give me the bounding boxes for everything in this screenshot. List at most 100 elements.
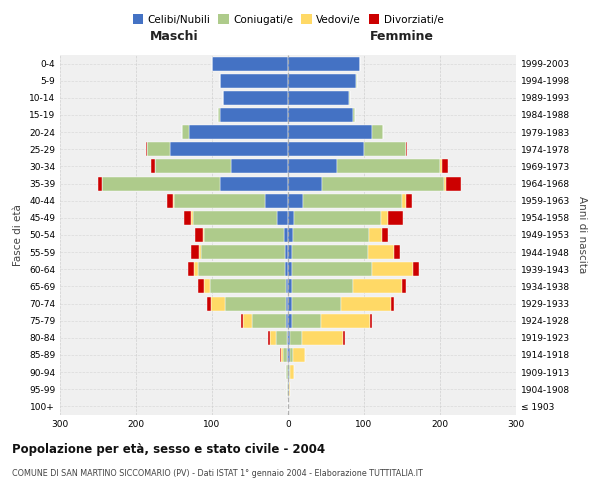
Bar <box>197 280 203 293</box>
Bar <box>337 160 440 173</box>
Bar <box>286 365 288 379</box>
Bar <box>288 262 292 276</box>
Bar <box>402 280 406 293</box>
Bar <box>294 211 382 225</box>
Bar <box>203 228 205 242</box>
Bar <box>223 91 288 105</box>
Bar <box>167 194 173 207</box>
Bar <box>406 194 412 207</box>
Bar <box>288 194 303 207</box>
Bar <box>371 262 413 276</box>
Bar <box>444 176 446 190</box>
Bar <box>368 245 394 259</box>
Bar <box>288 245 292 259</box>
Bar <box>288 91 349 105</box>
Bar <box>303 194 402 207</box>
Bar <box>194 262 197 276</box>
Bar <box>288 314 292 328</box>
Bar <box>288 331 290 345</box>
Bar <box>287 348 288 362</box>
Bar <box>151 160 155 173</box>
Bar <box>288 228 293 242</box>
Bar <box>370 314 373 328</box>
Text: COMUNE DI SAN MARTINO SICCOMARIO (PV) - Dati ISTAT 1° gennaio 2004 - Elaborazion: COMUNE DI SAN MARTINO SICCOMARIO (PV) - … <box>12 469 423 478</box>
Bar <box>292 245 368 259</box>
Bar <box>287 382 288 396</box>
Bar <box>195 228 203 242</box>
Bar <box>289 365 290 379</box>
Text: Femmine: Femmine <box>370 30 434 43</box>
Text: Popolazione per età, sesso e stato civile - 2004: Popolazione per età, sesso e stato civil… <box>12 442 325 456</box>
Bar <box>290 348 293 362</box>
Bar <box>288 56 360 70</box>
Bar <box>288 296 292 310</box>
Bar <box>302 331 343 345</box>
Bar <box>286 296 288 310</box>
Bar <box>391 296 394 310</box>
Bar <box>288 160 337 173</box>
Bar <box>220 108 288 122</box>
Bar <box>364 142 406 156</box>
Bar <box>98 176 102 190</box>
Bar <box>440 160 442 173</box>
Bar <box>270 331 276 345</box>
Bar <box>293 228 368 242</box>
Bar <box>285 245 288 259</box>
Bar <box>382 228 388 242</box>
Bar <box>191 211 193 225</box>
Bar <box>205 228 284 242</box>
Bar <box>184 211 191 225</box>
Bar <box>413 262 419 276</box>
Bar <box>197 262 285 276</box>
Bar <box>292 280 353 293</box>
Bar <box>220 74 288 88</box>
Bar <box>292 262 371 276</box>
Bar <box>284 228 288 242</box>
Bar <box>155 160 231 173</box>
Bar <box>268 331 270 345</box>
Text: Maschi: Maschi <box>149 30 199 43</box>
Bar <box>356 74 357 88</box>
Bar <box>292 314 320 328</box>
Bar <box>341 296 391 310</box>
Bar <box>288 176 322 190</box>
Bar <box>208 296 211 310</box>
Bar <box>252 314 286 328</box>
Bar <box>288 108 353 122</box>
Bar <box>293 348 305 362</box>
Bar <box>283 348 287 362</box>
Bar <box>146 142 148 156</box>
Bar <box>202 245 285 259</box>
Bar <box>231 160 288 173</box>
Bar <box>203 280 210 293</box>
Bar <box>148 142 170 156</box>
Bar <box>292 296 341 310</box>
Bar <box>265 194 288 207</box>
Bar <box>288 365 289 379</box>
Bar <box>277 211 288 225</box>
Bar <box>276 331 287 345</box>
Bar <box>288 382 289 396</box>
Bar <box>368 228 382 242</box>
Bar <box>286 280 288 293</box>
Bar <box>353 108 355 122</box>
Bar <box>191 245 199 259</box>
Bar <box>211 296 225 310</box>
Y-axis label: Anni di nascita: Anni di nascita <box>577 196 587 274</box>
Bar <box>182 125 189 139</box>
Bar <box>288 74 356 88</box>
Bar <box>193 211 277 225</box>
Bar <box>288 348 290 362</box>
Bar <box>189 125 288 139</box>
Bar <box>241 314 243 328</box>
Bar <box>322 176 444 190</box>
Bar <box>288 142 364 156</box>
Bar <box>288 211 294 225</box>
Bar <box>343 331 345 345</box>
Bar <box>388 211 403 225</box>
Bar <box>243 314 252 328</box>
Bar <box>287 331 288 345</box>
Bar <box>394 245 400 259</box>
Bar <box>320 314 370 328</box>
Bar <box>402 194 406 207</box>
